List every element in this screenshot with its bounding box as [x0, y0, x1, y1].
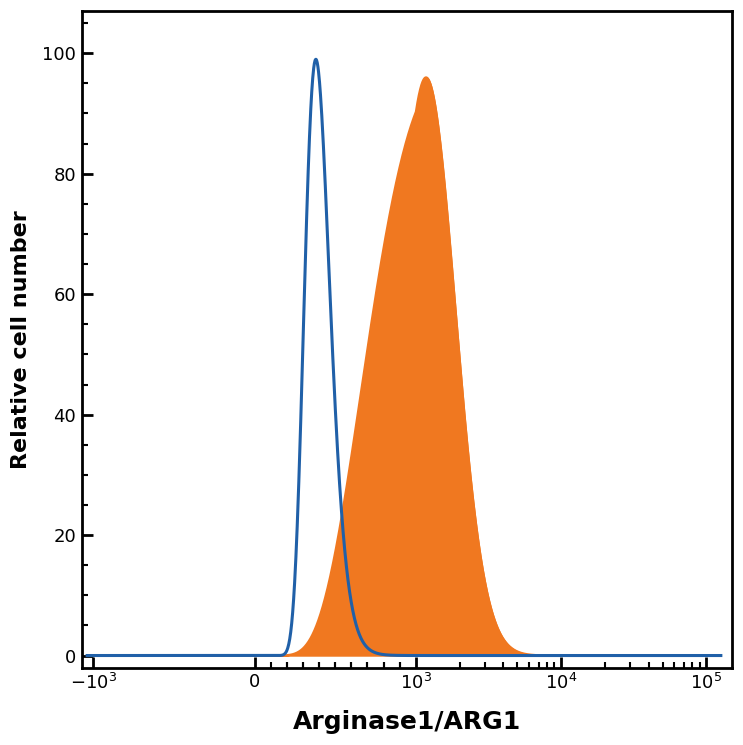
Y-axis label: Relative cell number: Relative cell number	[11, 210, 31, 469]
X-axis label: Arginase1/ARG1: Arginase1/ARG1	[293, 710, 521, 734]
